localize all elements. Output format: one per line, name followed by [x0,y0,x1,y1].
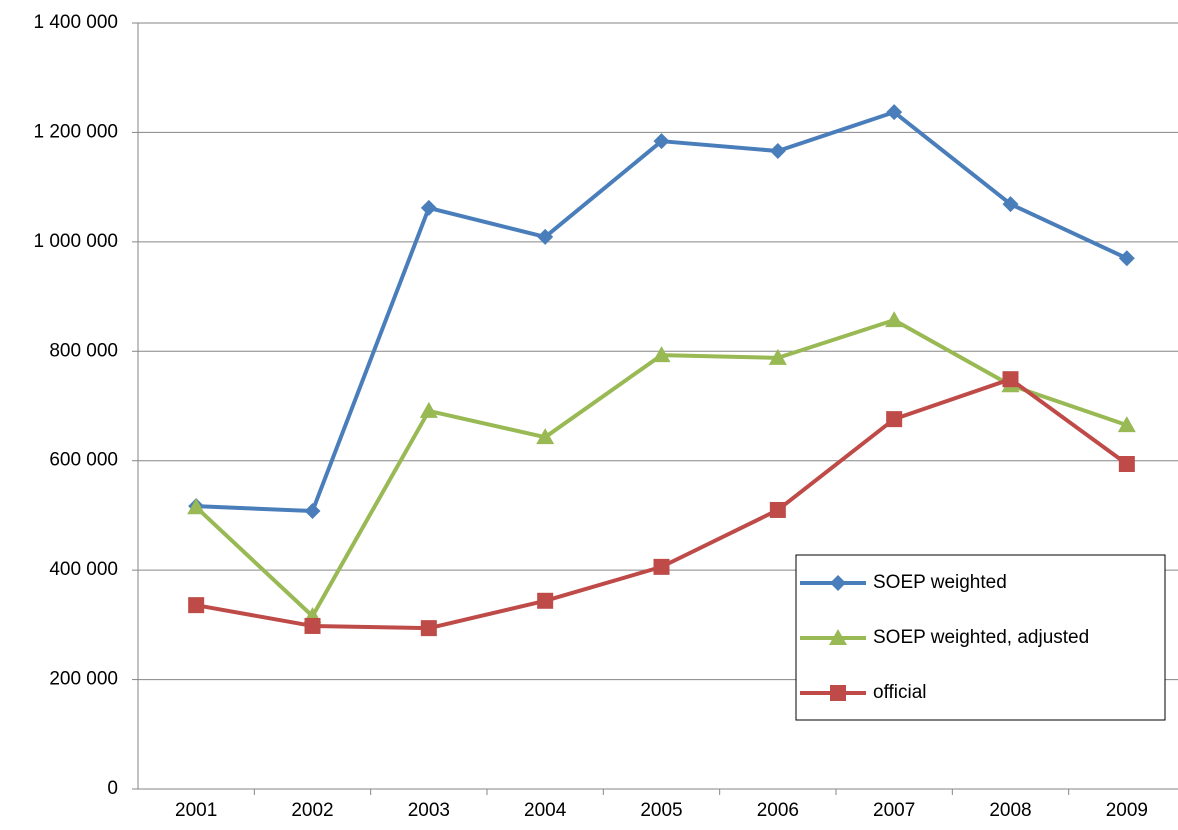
marker [1118,250,1135,267]
marker [769,501,786,518]
marker [419,401,438,418]
x-tick-label: 2008 [989,800,1031,821]
marker [537,228,554,245]
y-tick-label: 0 [107,778,118,799]
marker [830,685,846,701]
y-tick-label: 1 000 000 [33,231,118,252]
marker [652,346,671,363]
x-tick-label: 2004 [524,800,567,821]
marker [187,498,206,515]
marker [188,597,205,614]
marker [537,592,554,609]
y-tick-label: 800 000 [49,340,118,361]
marker [830,575,846,591]
marker [885,311,904,328]
marker [829,629,847,645]
x-tick-label: 2006 [757,800,799,821]
marker [768,348,787,365]
y-tick-label: 400 000 [49,559,118,580]
marker [304,503,321,520]
x-tick-label: 2007 [873,800,915,821]
marker [420,199,437,216]
x-tick-label: 2009 [1106,800,1148,821]
y-tick-label: 200 000 [49,669,118,690]
marker [304,617,321,634]
marker [653,558,670,575]
legend-label: official [873,682,927,703]
marker [1117,416,1136,433]
legend-label: SOEP weighted, adjusted [873,627,1089,648]
legend-label: SOEP weighted [873,572,1007,593]
x-tick-label: 2001 [175,800,217,821]
y-tick-label: 1 400 000 [33,12,118,33]
x-tick-label: 2005 [640,800,682,821]
series-line [196,110,1128,514]
marker [1002,371,1019,388]
marker [1118,455,1135,472]
y-tick-label: 600 000 [49,450,118,471]
marker [769,143,786,160]
marker [1002,196,1019,213]
x-tick-label: 2003 [408,800,450,821]
marker [886,411,903,428]
marker [653,133,670,150]
marker [536,428,555,445]
x-tick-label: 2002 [291,800,333,821]
y-tick-label: 1 200 000 [33,121,118,142]
marker [420,620,437,637]
marker [886,104,903,121]
